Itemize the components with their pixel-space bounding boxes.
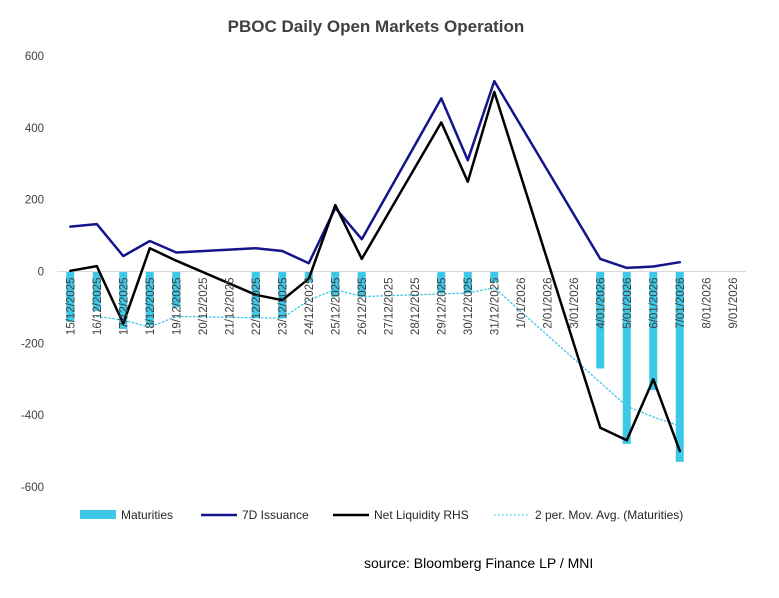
line-series [69,79,682,453]
y-tick-label: 400 [25,123,44,135]
bar-maturities [92,271,101,312]
y-tick-label: 600 [25,51,44,63]
x-tick-label: 31/12/2025 [489,278,501,336]
x-tick-label: 5/01/2026 [622,278,634,329]
x-tick-label: 24/12/2025 [304,278,316,336]
bar-maturities [463,271,472,294]
x-tick-label: 29/12/2025 [436,278,448,336]
legend: Maturities 7D Issuance Net Liquidity RHS 2 … [80,508,683,522]
line-2-per-mov-avg-maturities [96,287,681,427]
x-tick-label: 7/01/2026 [675,278,687,329]
legend-label-maturities: Maturities [121,508,173,522]
bars-maturities [66,271,684,462]
line-net-liquidity-rhs [69,90,682,453]
source-note: source: Bloomberg Finance LP / MNI [364,555,593,571]
y-tick-label: -400 [21,410,44,422]
x-tick-label: 21/12/2025 [224,278,236,336]
bar-maturities [675,271,684,462]
x-tick-label: 25/12/2025 [330,278,342,336]
bar-maturities [357,271,366,297]
bar-maturities [172,271,181,308]
legend-label-7d-issuance: 7D Issuance [242,508,309,522]
bar-maturities [145,271,154,326]
y-tick-label: -600 [21,482,44,494]
x-tick-label: 23/12/2025 [277,278,289,336]
bar-maturities [331,271,340,297]
x-tick-label: 15/12/2025 [65,278,77,336]
x-tick-label: 20/12/2025 [198,278,210,336]
bar-maturities [649,271,658,391]
bar-maturities [119,271,128,329]
x-tick-label: 16/12/2025 [92,278,104,336]
chart-title: PBOC Daily Open Markets Operation [228,17,525,36]
bar-maturities [278,271,287,319]
y-tick-label: 0 [38,267,44,279]
legend-label-net-liquidity-rhs: Net Liquidity RHS [374,508,469,522]
bar-maturities [66,271,75,322]
y-tick-label: 200 [25,195,44,207]
x-tick-label: 9/01/2026 [728,278,740,329]
x-tick-label: 19/12/2025 [171,278,183,336]
y-tick-label: -200 [21,338,44,350]
bar-maturities [490,271,499,283]
x-tick-label: 17/12/2025 [118,278,130,336]
x-axis-ticks: 15/12/2025 16/12/2025 17/12/2025 18/12/2025… [65,278,740,336]
bar-maturities [596,271,605,369]
bar-maturities [437,271,446,294]
x-tick-label: 4/01/2026 [595,278,607,329]
x-tick-label: 18/12/2025 [145,278,157,336]
y-axis: -600 -400 -200 0 200 400 600 [21,51,44,494]
x-tick-label: 3/01/2026 [569,278,581,329]
x-tick-label: 30/12/2025 [463,278,475,336]
x-tick-label: 8/01/2026 [701,278,713,329]
legend-swatch-maturities [80,510,116,519]
x-tick-label: 28/12/2025 [410,278,422,336]
x-tick-label: 22/12/2025 [251,278,263,336]
bar-maturities [622,271,631,444]
x-tick-label: 26/12/2025 [357,278,369,336]
x-tick-label: 1/01/2026 [516,278,528,329]
x-tick-label: 6/01/2026 [648,278,660,329]
line-7d-issuance [69,79,682,270]
legend-label-2-per-mov-avg-maturities: 2 per. Mov. Avg. (Maturities) [535,508,683,522]
x-tick-label: 27/12/2025 [383,278,395,336]
x-tick-label: 2/01/2026 [542,278,554,329]
